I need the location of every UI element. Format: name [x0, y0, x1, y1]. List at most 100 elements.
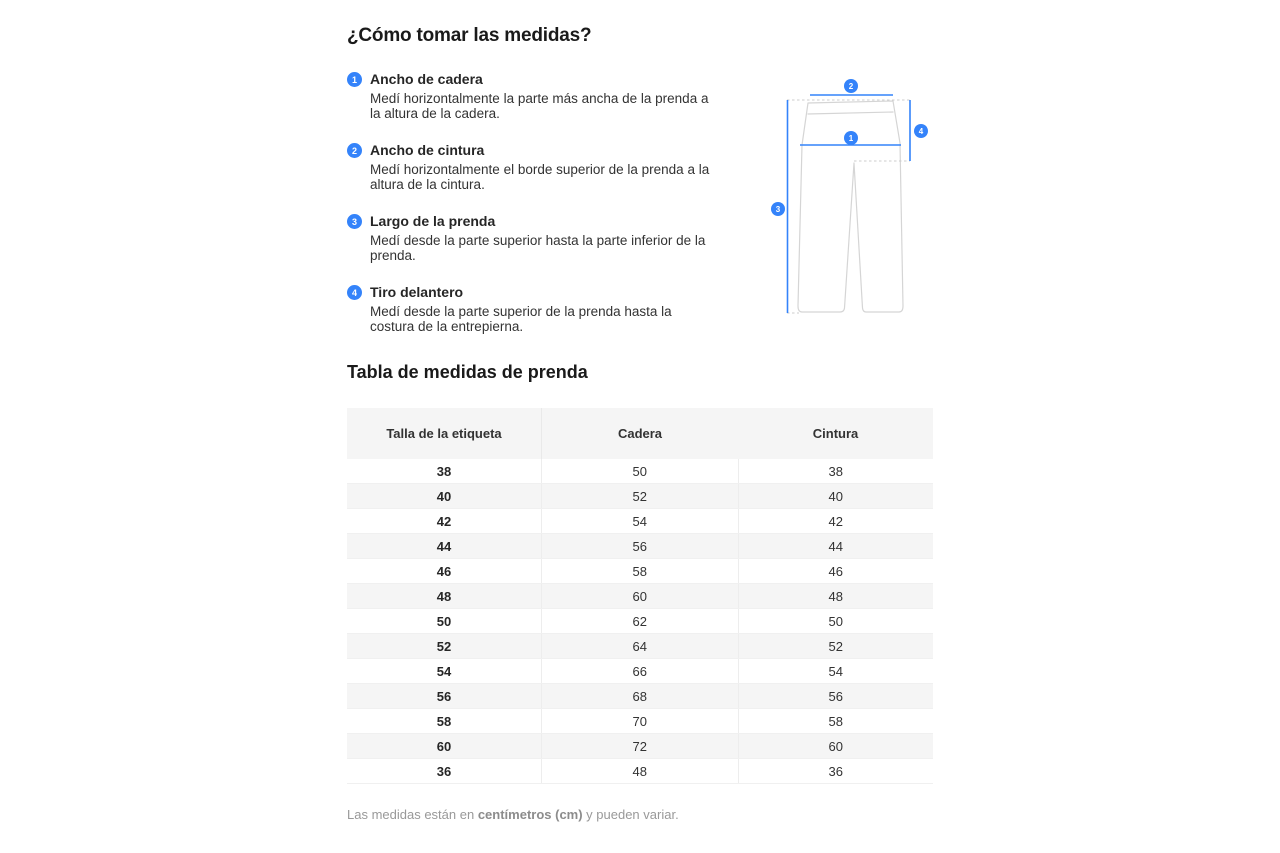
marker-1-label: 1 — [849, 134, 854, 143]
cintura-value-cell: 38 — [738, 459, 933, 484]
cintura-value-cell: 50 — [738, 608, 933, 634]
table-row: 38 50 38 — [347, 459, 933, 484]
size-label-cell: 38 — [347, 459, 542, 484]
instruction-description: Medí desde la parte superior hasta la pa… — [370, 233, 706, 263]
instruction-title: Tiro delantero — [370, 284, 464, 300]
table-row: 50 62 50 — [347, 608, 933, 634]
step-4-badge: 4 — [347, 285, 362, 300]
cintura-value-cell: 58 — [738, 708, 933, 734]
marker-3-circle — [771, 202, 785, 216]
instruction-text: Ancho de cadera Medí horizontalmente la … — [370, 72, 715, 121]
size-label-cell: 60 — [347, 733, 542, 759]
cadera-value-cell: 56 — [541, 533, 739, 559]
instruction-item-cintura: 2 Ancho de cintura Medí horizontalmente … — [347, 143, 715, 192]
cadera-value-cell: 64 — [541, 633, 739, 659]
table-header-row: Talla de la etiqueta Cadera Cintura — [347, 408, 933, 459]
pants-diagram-svg: 2 1 3 4 — [771, 79, 928, 314]
cadera-value-cell: 54 — [541, 508, 739, 534]
instruction-text: Tiro delantero Medí desde la parte super… — [370, 285, 715, 334]
table-row: 52 64 52 — [347, 633, 933, 659]
cadera-value-cell: 66 — [541, 658, 739, 684]
cadera-value-cell: 58 — [541, 558, 739, 584]
instruction-description: Medí desde la parte superior de la prend… — [370, 304, 672, 334]
cintura-value-cell: 48 — [738, 583, 933, 609]
step-3-badge: 3 — [347, 214, 362, 229]
diagram-marker-2: 2 — [844, 79, 858, 93]
marker-4-label: 4 — [919, 127, 924, 136]
size-label-cell: 56 — [347, 683, 542, 709]
marker-4-circle — [914, 124, 928, 138]
table-row: 48 60 48 — [347, 583, 933, 609]
cintura-value-cell: 60 — [738, 733, 933, 759]
size-label-cell: 52 — [347, 633, 542, 659]
size-label-cell: 58 — [347, 708, 542, 734]
waistband-seam — [807, 111, 894, 115]
instruction-title: Ancho de cintura — [370, 142, 485, 158]
cintura-value-cell: 56 — [738, 683, 933, 709]
diagram-marker-3: 3 — [771, 202, 785, 216]
column-header-talla: Talla de la etiqueta — [347, 408, 542, 459]
instruction-description: Medí horizontalmente el borde superior d… — [370, 162, 710, 192]
cintura-value-cell: 52 — [738, 633, 933, 659]
size-label-cell: 36 — [347, 758, 542, 784]
table-row: 60 72 60 — [347, 733, 933, 759]
size-table-body: 38 50 38 40 52 40 42 54 42 44 56 44 46 58 46 48 60 48 50 62… — [347, 459, 933, 784]
footnote-text-prefix: Las medidas están en — [347, 807, 478, 822]
marker-2-circle — [844, 79, 858, 93]
instruction-item-cadera: 1 Ancho de cadera Medí horizontalmente l… — [347, 72, 715, 121]
cintura-value-cell: 42 — [738, 508, 933, 534]
column-header-cintura: Cintura — [738, 408, 933, 459]
cintura-value-cell: 36 — [738, 758, 933, 784]
column-header-cadera: Cadera — [541, 408, 738, 459]
instruction-title: Ancho de cadera — [370, 71, 483, 87]
cadera-value-cell: 50 — [541, 459, 739, 484]
table-row: 56 68 56 — [347, 683, 933, 709]
cadera-value-cell: 48 — [541, 758, 739, 784]
step-1-badge: 1 — [347, 72, 362, 87]
instruction-item-tiro: 4 Tiro delantero Medí desde la parte sup… — [347, 285, 715, 334]
measurement-instructions: 1 Ancho de cadera Medí horizontalmente l… — [347, 72, 715, 356]
table-row: 58 70 58 — [347, 708, 933, 734]
table-row: 40 52 40 — [347, 483, 933, 509]
measurements-footnote: Las medidas están en centímetros (cm) y … — [347, 807, 679, 823]
instruction-title: Largo de la prenda — [370, 213, 496, 229]
pants-outline — [797, 100, 904, 313]
size-label-cell: 46 — [347, 558, 542, 584]
size-label-cell: 50 — [347, 608, 542, 634]
instruction-description: Medí horizontalmente la parte más ancha … — [370, 91, 709, 121]
size-label-cell: 44 — [347, 533, 542, 559]
size-table: Talla de la etiqueta Cadera Cintura 38 50… — [347, 408, 933, 784]
diagram-marker-4: 4 — [914, 124, 928, 138]
table-row: 36 48 36 — [347, 758, 933, 784]
table-row: 54 66 54 — [347, 658, 933, 684]
instruction-text: Largo de la prenda Medí desde la parte s… — [370, 214, 715, 263]
instruction-text: Ancho de cintura Medí horizontalmente el… — [370, 143, 715, 192]
step-2-badge: 2 — [347, 143, 362, 158]
cintura-value-cell: 40 — [738, 483, 933, 509]
page-title: ¿Cómo tomar las medidas? — [347, 25, 592, 46]
size-label-cell: 42 — [347, 508, 542, 534]
footnote-text-suffix: y pueden variar. — [582, 807, 679, 822]
diagram-marker-1: 1 — [844, 131, 858, 145]
cadera-value-cell: 72 — [541, 733, 739, 759]
table-title: Tabla de medidas de prenda — [347, 362, 588, 382]
cadera-value-cell: 68 — [541, 683, 739, 709]
size-label-cell: 48 — [347, 583, 542, 609]
instruction-item-largo: 3 Largo de la prenda Medí desde la parte… — [347, 214, 715, 263]
cadera-value-cell: 52 — [541, 483, 739, 509]
marker-2-label: 2 — [849, 82, 854, 91]
size-label-cell: 40 — [347, 483, 542, 509]
table-row: 44 56 44 — [347, 533, 933, 559]
cintura-value-cell: 46 — [738, 558, 933, 584]
marker-3-label: 3 — [776, 205, 781, 214]
size-label-cell: 54 — [347, 658, 542, 684]
table-row: 46 58 46 — [347, 558, 933, 584]
cadera-value-cell: 62 — [541, 608, 739, 634]
cintura-value-cell: 54 — [738, 658, 933, 684]
footnote-unit: centímetros (cm) — [477, 807, 583, 822]
marker-1-circle — [844, 131, 858, 145]
size-table-head: Talla de la etiqueta Cadera Cintura — [347, 408, 933, 459]
pants-measurement-diagram: 2 1 3 4 — [762, 75, 937, 320]
cadera-value-cell: 70 — [541, 708, 739, 734]
